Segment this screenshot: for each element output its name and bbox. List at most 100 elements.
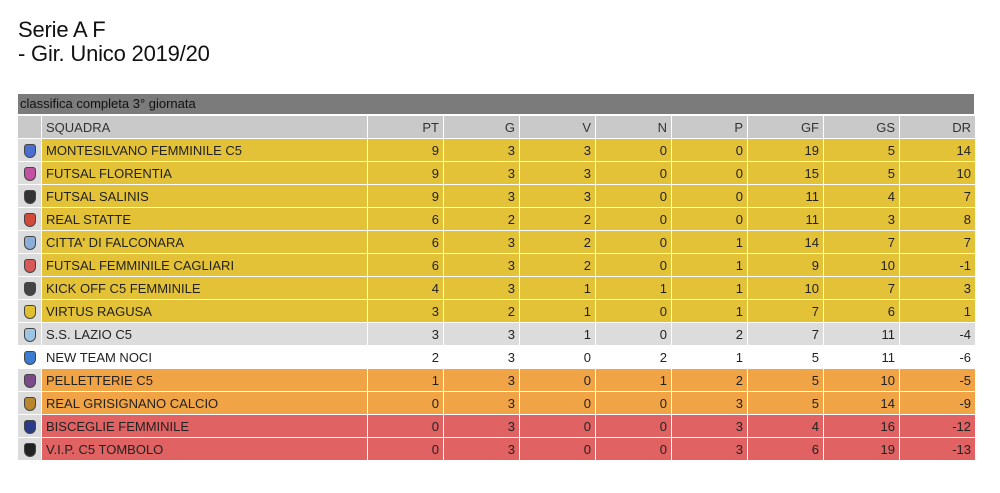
table-row: MONTESILVANO FEMMINILE C5 9 3 3 0 0 19 5 14	[18, 139, 975, 161]
stat-gf: 5	[748, 392, 823, 414]
table-row: CITTA' DI FALCONARA 6 3 2 0 1 14 7 7	[18, 231, 975, 253]
stat-p: 3	[672, 415, 747, 437]
stat-v: 1	[520, 277, 595, 299]
stat-n: 0	[596, 185, 671, 207]
stat-n: 1	[596, 369, 671, 391]
team-name[interactable]: FUTSAL FLORENTIA	[42, 162, 367, 184]
team-crest-icon	[23, 373, 36, 388]
stat-p: 1	[672, 231, 747, 253]
stat-p: 1	[672, 277, 747, 299]
team-logo-cell	[18, 300, 41, 322]
standings-table: SQUADRA PT G V N P GF GS DR MONTESILVANO…	[17, 115, 976, 461]
team-crest-icon	[23, 143, 36, 158]
stat-dr: -6	[900, 346, 975, 368]
stat-gf: 7	[748, 323, 823, 345]
stat-n: 0	[596, 415, 671, 437]
team-name[interactable]: CITTA' DI FALCONARA	[42, 231, 367, 253]
stat-v: 1	[520, 323, 595, 345]
stat-pt: 0	[368, 392, 443, 414]
team-name[interactable]: PELLETTERIE C5	[42, 369, 367, 391]
stat-p: 0	[672, 208, 747, 230]
team-logo-cell	[18, 277, 41, 299]
header-g: G	[444, 116, 519, 138]
table-row: V.I.P. C5 TOMBOLO 0 3 0 0 3 6 19 -13	[18, 438, 975, 460]
team-crest-icon	[23, 235, 36, 250]
stat-pt: 3	[368, 323, 443, 345]
header-pt: PT	[368, 116, 443, 138]
stat-gf: 5	[748, 369, 823, 391]
team-crest-icon	[23, 327, 36, 342]
stat-gs: 5	[824, 162, 899, 184]
stat-g: 3	[444, 277, 519, 299]
stat-v: 1	[520, 300, 595, 322]
stat-n: 0	[596, 300, 671, 322]
team-name[interactable]: FUTSAL FEMMINILE CAGLIARI	[42, 254, 367, 276]
stat-pt: 3	[368, 300, 443, 322]
team-logo-cell	[18, 369, 41, 391]
stat-p: 1	[672, 300, 747, 322]
stat-v: 2	[520, 254, 595, 276]
team-name[interactable]: BISCEGLIE FEMMINILE	[42, 415, 367, 437]
stat-dr: 8	[900, 208, 975, 230]
stat-g: 2	[444, 208, 519, 230]
stat-v: 2	[520, 208, 595, 230]
table-row: REAL GRISIGNANO CALCIO 0 3 0 0 3 5 14 -9	[18, 392, 975, 414]
header-gf: GF	[748, 116, 823, 138]
stat-gs: 16	[824, 415, 899, 437]
team-logo-cell	[18, 185, 41, 207]
team-name[interactable]: REAL STATTE	[42, 208, 367, 230]
stat-n: 0	[596, 231, 671, 253]
stat-p: 0	[672, 162, 747, 184]
stat-v: 0	[520, 346, 595, 368]
header-p: P	[672, 116, 747, 138]
team-logo-cell	[18, 323, 41, 345]
stat-dr: 7	[900, 185, 975, 207]
stat-pt: 9	[368, 139, 443, 161]
team-name[interactable]: KICK OFF C5 FEMMINILE	[42, 277, 367, 299]
team-name[interactable]: S.S. LAZIO C5	[42, 323, 367, 345]
stat-n: 0	[596, 323, 671, 345]
title-line-2: - Gir. Unico 2019/20	[18, 41, 210, 66]
table-header-row: SQUADRA PT G V N P GF GS DR	[18, 116, 975, 138]
team-logo-cell	[18, 231, 41, 253]
stat-n: 0	[596, 139, 671, 161]
stat-pt: 9	[368, 185, 443, 207]
stat-dr: -12	[900, 415, 975, 437]
stat-dr: -4	[900, 323, 975, 345]
team-crest-icon	[23, 166, 36, 181]
team-name[interactable]: V.I.P. C5 TOMBOLO	[42, 438, 367, 460]
stat-pt: 6	[368, 231, 443, 253]
table-row: KICK OFF C5 FEMMINILE 4 3 1 1 1 10 7 3	[18, 277, 975, 299]
table-row: PELLETTERIE C5 1 3 0 1 2 5 10 -5	[18, 369, 975, 391]
stat-dr: 3	[900, 277, 975, 299]
stat-n: 2	[596, 346, 671, 368]
stat-v: 0	[520, 415, 595, 437]
team-name[interactable]: NEW TEAM NOCI	[42, 346, 367, 368]
header-squadra: SQUADRA	[42, 116, 367, 138]
stat-n: 0	[596, 208, 671, 230]
team-name[interactable]: REAL GRISIGNANO CALCIO	[42, 392, 367, 414]
table-row: S.S. LAZIO C5 3 3 1 0 2 7 11 -4	[18, 323, 975, 345]
header-n: N	[596, 116, 671, 138]
stat-pt: 2	[368, 346, 443, 368]
stat-pt: 0	[368, 415, 443, 437]
stat-g: 3	[444, 254, 519, 276]
team-crest-icon	[23, 212, 36, 227]
team-name[interactable]: VIRTUS RAGUSA	[42, 300, 367, 322]
stat-gf: 9	[748, 254, 823, 276]
team-name[interactable]: MONTESILVANO FEMMINILE C5	[42, 139, 367, 161]
stat-gf: 10	[748, 277, 823, 299]
stat-pt: 9	[368, 162, 443, 184]
stat-v: 0	[520, 392, 595, 414]
team-logo-cell	[18, 162, 41, 184]
standings-subheader: classifica completa 3° giornata	[18, 94, 974, 114]
stat-dr: -9	[900, 392, 975, 414]
team-crest-icon	[23, 350, 36, 365]
stat-gf: 11	[748, 208, 823, 230]
stat-g: 2	[444, 300, 519, 322]
team-crest-icon	[23, 258, 36, 273]
stat-p: 2	[672, 323, 747, 345]
team-name[interactable]: FUTSAL SALINIS	[42, 185, 367, 207]
stat-gf: 6	[748, 438, 823, 460]
stat-v: 3	[520, 162, 595, 184]
